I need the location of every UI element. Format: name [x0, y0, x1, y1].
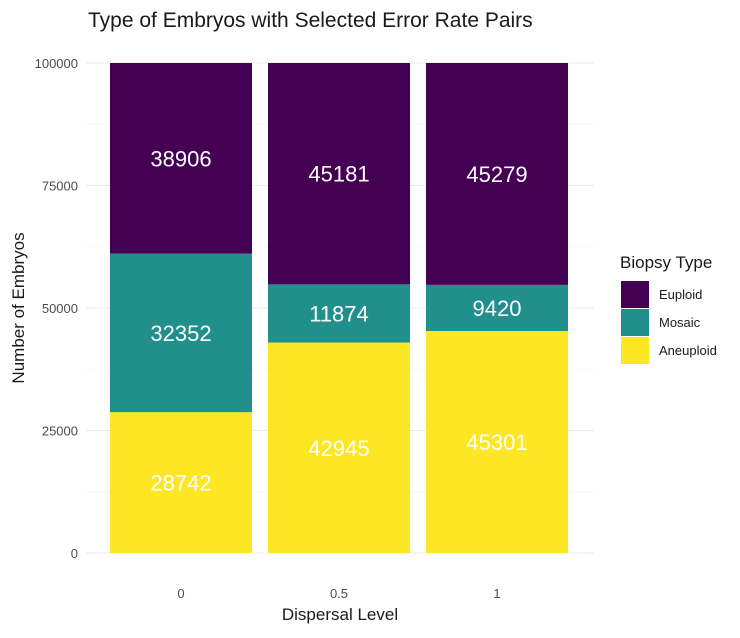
bar-euploid-1 [426, 63, 568, 285]
x-tick-label: 1 [493, 586, 500, 601]
bar-euploid-0 [110, 63, 252, 254]
data-label-aneuploid-0: 28742 [150, 471, 211, 496]
data-label-euploid-1: 45279 [466, 162, 527, 187]
y-axis-title: Number of Embryos [9, 232, 28, 383]
data-label-aneuploid-0.5: 42945 [308, 436, 369, 461]
x-axis-ticks: 0 0.5 1 [177, 586, 500, 601]
chart-title: Type of Embryos with Selected Error Rate… [88, 9, 533, 32]
y-tick-label: 100000 [35, 56, 78, 71]
legend-swatch-aneuploid [621, 337, 649, 364]
legend-items: Euploid Mosaic Aneuploid [621, 281, 717, 364]
bar-mosaic-0 [110, 253, 252, 413]
x-tick-label: 0 [177, 586, 184, 601]
bar-mosaic-1 [426, 284, 568, 332]
y-tick-label: 25000 [42, 424, 78, 439]
bar-aneuploid-1 [426, 331, 568, 553]
data-label-euploid-0: 38906 [150, 146, 211, 171]
bar-euploid-0.5 [268, 63, 410, 285]
legend: Biopsy Type Euploid Mosaic Aneuploid [620, 253, 717, 364]
y-tick-label: 0 [71, 546, 78, 561]
bar-aneuploid-0 [110, 412, 252, 553]
legend-label-euploid: Euploid [659, 287, 702, 302]
data-label-euploid-0.5: 45181 [308, 162, 369, 187]
y-tick-label: 50000 [42, 301, 78, 316]
legend-title: Biopsy Type [620, 253, 712, 272]
legend-swatch-mosaic [621, 309, 649, 336]
legend-label-mosaic: Mosaic [659, 315, 701, 330]
data-label-mosaic-1: 9420 [473, 296, 522, 321]
bar-mosaic-0.5 [268, 284, 410, 343]
y-axis-ticks: 0 25000 50000 75000 100000 [35, 56, 78, 561]
data-label-mosaic-0: 32352 [150, 321, 211, 346]
data-labels: 28742 32352 38906 42945 11874 45181 45301 9420 4… [150, 146, 527, 495]
data-label-aneuploid-1: 45301 [466, 430, 527, 455]
legend-swatch-euploid [621, 281, 649, 308]
data-label-mosaic-0.5: 11874 [309, 301, 369, 326]
x-axis-title: Dispersal Level [282, 605, 398, 624]
legend-label-aneuploid: Aneuploid [659, 343, 717, 358]
x-tick-label: 0.5 [330, 586, 348, 601]
y-tick-label: 75000 [42, 179, 78, 194]
bars [110, 63, 568, 553]
bar-aneuploid-0.5 [268, 342, 410, 553]
